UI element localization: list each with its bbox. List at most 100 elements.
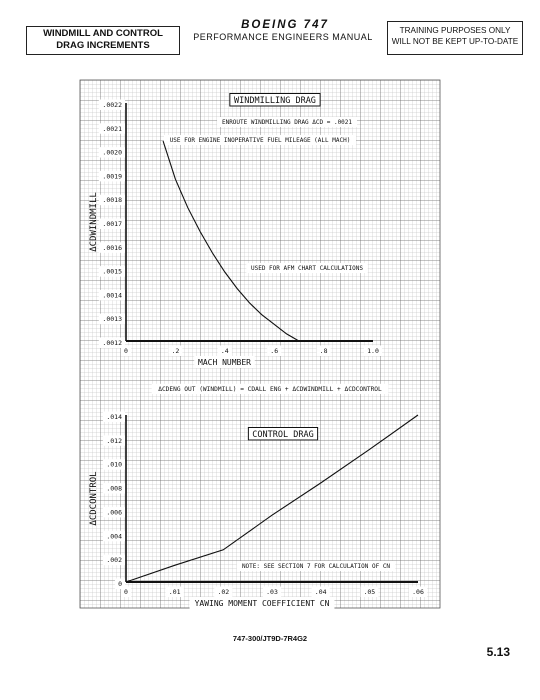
y-tick-label-bg bbox=[102, 506, 125, 518]
y-tick-label-bg bbox=[102, 530, 125, 542]
y-tick-label-bg bbox=[98, 313, 125, 325]
y-tick-label-bg bbox=[102, 483, 125, 494]
chart-title-bg bbox=[229, 93, 321, 107]
y-tick-label-bg bbox=[98, 194, 125, 206]
y-tick-label: .0016 bbox=[102, 244, 122, 252]
x-axis-title: YAWING MOMENT COEFFICIENT CN bbox=[195, 599, 330, 608]
footer-code: 747-300/JT9D-7R4G2 bbox=[232, 634, 308, 643]
x-tick-label-bg bbox=[165, 586, 184, 597]
graph-paper bbox=[79, 79, 441, 609]
drag-formula: ΔCDENG OUT (WINDMILL) = CDALL ENG + ΔCDW… bbox=[158, 386, 382, 393]
y-tick-label-bg bbox=[102, 411, 125, 422]
x-tick-label-bg bbox=[168, 345, 183, 356]
y-tick-label-bg bbox=[98, 123, 125, 134]
y-axis-title: ΔCDCONTROL bbox=[89, 471, 99, 525]
y-tick-label-bg bbox=[98, 337, 125, 348]
y-tick-label: .008 bbox=[106, 485, 122, 493]
y-tick-label: .0021 bbox=[102, 125, 122, 133]
y-tick-label-bg bbox=[98, 99, 125, 110]
y-tick-label: .0019 bbox=[102, 172, 122, 180]
x-tick-label-bg bbox=[408, 586, 428, 597]
y-tick-label: .0014 bbox=[102, 291, 122, 299]
annotation-bg bbox=[236, 561, 396, 571]
annotation: USED FOR AFM CHART CALCULATIONS bbox=[251, 265, 363, 272]
annotation-bg bbox=[217, 117, 357, 127]
manual-title: PERFORMANCE ENGINEERS MANUAL bbox=[193, 32, 373, 42]
x-origin-label-bg bbox=[120, 586, 132, 597]
x-tick-label-bg bbox=[363, 345, 383, 356]
x-tick-label-bg bbox=[267, 345, 282, 356]
x-tick-label: .01 bbox=[169, 588, 181, 596]
y-tick-label: .004 bbox=[106, 532, 122, 540]
y-tick-label: .0018 bbox=[102, 196, 122, 204]
chart-title: WINDMILLING DRAG bbox=[234, 96, 316, 106]
x-tick-label-bg bbox=[217, 345, 232, 356]
x-tick-label-bg bbox=[214, 586, 233, 597]
y-tick-label: .010 bbox=[106, 461, 122, 469]
x-tick-label: .03 bbox=[266, 588, 278, 596]
drag-formula-bg bbox=[151, 383, 389, 394]
x-axis-title-bg bbox=[194, 356, 255, 368]
x-tick-label-bg bbox=[262, 586, 282, 597]
y-tick-label-bg bbox=[98, 266, 125, 277]
y-tick-label-bg bbox=[98, 242, 125, 253]
brand-logo: BOEING 747 bbox=[241, 19, 329, 31]
page-number: 5.13 bbox=[486, 645, 510, 659]
control-drag-chart: .002 .004 .006 .008 .010 .012 .014 .01 .02 .03 .04… bbox=[89, 411, 428, 609]
y-tick-label-bg bbox=[98, 170, 125, 182]
y-origin-label: 0 bbox=[118, 580, 122, 588]
x-tick-label: .06 bbox=[412, 588, 424, 596]
x-tick-label: .02 bbox=[217, 588, 229, 596]
y-origin-label-bg bbox=[114, 578, 125, 589]
annotation: ENROUTE WINDMILLING DRAG ΔCD = .0021 bbox=[222, 119, 352, 126]
annotation-bg bbox=[164, 135, 356, 145]
y-tick-label: .0012 bbox=[102, 339, 122, 347]
notice-line1: TRAINING PURPOSES ONLY bbox=[399, 26, 511, 35]
y-tick-label: .014 bbox=[106, 413, 122, 421]
y-tick-label: .0013 bbox=[102, 315, 122, 323]
chart-title: CONTROL DRAG bbox=[252, 430, 313, 440]
y-tick-label-bg bbox=[98, 218, 125, 229]
section-title-box: WINDMILL AND CONTROL DRAG INCREMENTS bbox=[26, 26, 180, 55]
x-origin-label: 0 bbox=[124, 347, 128, 355]
y-tick-label-bg bbox=[102, 459, 125, 470]
y-tick-label-bg bbox=[98, 147, 125, 158]
section-title-line1: WINDMILL AND CONTROL bbox=[43, 28, 163, 39]
y-tick-label: .002 bbox=[106, 556, 122, 564]
training-notice-box: TRAINING PURPOSES ONLY WILL NOT BE KEPT … bbox=[387, 21, 523, 55]
x-axis-title: MACH NUMBER bbox=[198, 358, 251, 367]
y-tick-label: .0015 bbox=[102, 268, 122, 276]
x-tick-label-bg bbox=[311, 586, 330, 597]
x-tick-label-bg bbox=[316, 345, 331, 356]
x-tick-label: .4 bbox=[221, 347, 229, 355]
notice-line2: WILL NOT BE KEPT UP-TO-DATE bbox=[391, 37, 519, 46]
x-origin-label: 0 bbox=[124, 588, 128, 596]
x-tick-label: .05 bbox=[363, 588, 375, 596]
series-line bbox=[125, 414, 419, 583]
section-title-line2: DRAG INCREMENTS bbox=[56, 40, 150, 51]
y-tick-label: .0017 bbox=[102, 220, 122, 228]
windmill-drag-chart: .0012 .0013 .0014 .0015 .0016 .0017 .0018 .0019… bbox=[89, 93, 383, 368]
y-tick-label-bg bbox=[98, 289, 125, 301]
x-tick-label: .2 bbox=[171, 347, 179, 355]
y-tick-label: .006 bbox=[106, 508, 122, 516]
y-axis-title: ΔCDWINDMILL bbox=[89, 192, 99, 252]
annotation-bg bbox=[246, 263, 368, 273]
x-tick-label: .8 bbox=[320, 347, 328, 355]
annotation: USE FOR ENGINE INOPERATIVE FUEL MILEAGE … bbox=[170, 137, 351, 144]
x-tick-label: 1.0 bbox=[367, 347, 379, 355]
x-tick-label-bg bbox=[360, 586, 379, 597]
series-line bbox=[162, 140, 300, 342]
y-tick-label-bg bbox=[102, 435, 125, 446]
annotation: NOTE: SEE SECTION 7 FOR CALCULATION OF C… bbox=[242, 563, 390, 570]
y-tick-label-bg bbox=[102, 554, 125, 566]
formula-group: ΔCDENG OUT (WINDMILL) = CDALL ENG + ΔCDW… bbox=[151, 383, 389, 394]
x-tick-label: .6 bbox=[270, 347, 278, 355]
y-tick-label: .0020 bbox=[102, 149, 122, 157]
chart-title-bg bbox=[247, 427, 319, 441]
x-axis-title-bg bbox=[189, 597, 335, 609]
y-tick-label: .0022 bbox=[102, 101, 122, 109]
x-origin-label-bg bbox=[120, 345, 132, 356]
x-tick-label: .04 bbox=[315, 588, 327, 596]
